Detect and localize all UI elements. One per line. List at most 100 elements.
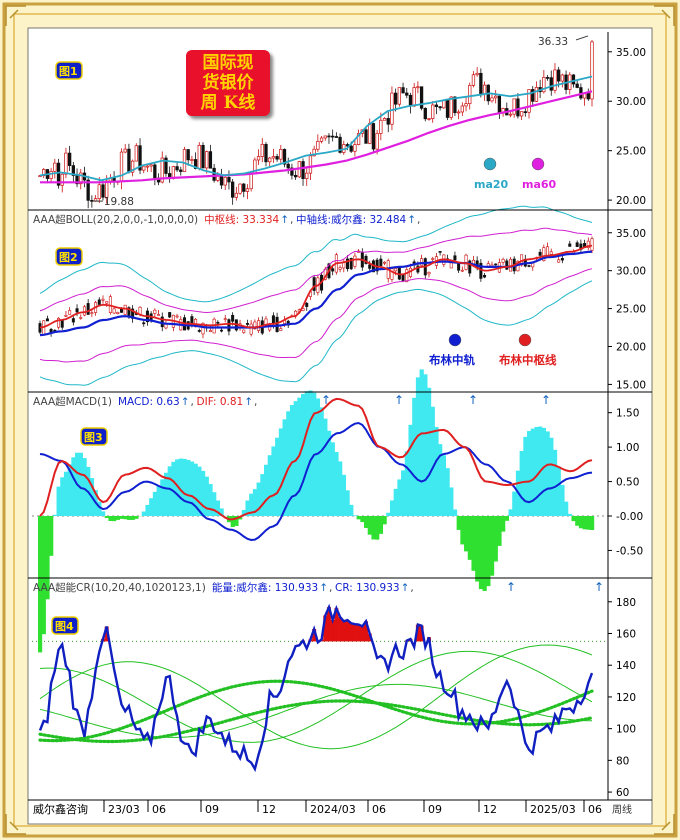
y-tick-label: 80 xyxy=(616,755,629,767)
indicator-value-1: MACD: 0.63 xyxy=(118,396,180,408)
candle-body xyxy=(201,144,205,169)
candle-body xyxy=(227,319,231,332)
macd-histogram-bar xyxy=(456,516,461,530)
candle-body xyxy=(279,149,283,160)
candle-body xyxy=(90,312,94,314)
corner-ornament-icon xyxy=(5,5,675,835)
candle-body xyxy=(86,179,90,201)
candle-body xyxy=(327,135,331,138)
macd-histogram-bar xyxy=(182,458,187,516)
macd-histogram-bar xyxy=(590,516,595,531)
macd-histogram-bar xyxy=(527,431,532,516)
macd-histogram-bar xyxy=(100,511,106,516)
panel-tag-label: 图1 xyxy=(59,65,78,78)
macd-histogram-bar xyxy=(130,516,135,520)
macd-histogram-bar xyxy=(371,516,376,540)
separator: , xyxy=(254,396,257,408)
macd-histogram-bar xyxy=(119,516,124,519)
cr-ma-line xyxy=(39,683,592,738)
panel-tag-badge xyxy=(80,427,108,446)
y-tick-label: 0.50 xyxy=(616,477,639,489)
y-tick-label: -0.50 xyxy=(616,545,643,557)
up-arrow-icon: ↑ xyxy=(280,214,289,226)
candle-body xyxy=(553,69,557,91)
x-tick-label: 23/03 xyxy=(108,803,140,816)
macd-histogram-bar xyxy=(104,516,109,519)
y-tick-label: 100 xyxy=(616,724,636,736)
macd-histogram-bar xyxy=(341,474,346,516)
macd-histogram-bar xyxy=(38,516,43,653)
candle-body xyxy=(38,175,42,178)
macd-histogram-bar xyxy=(275,437,280,516)
min-price-label: 19.88 xyxy=(104,196,134,208)
candle-body xyxy=(453,255,457,261)
x-tick-label: 12 xyxy=(262,803,276,816)
candle-body xyxy=(505,260,509,270)
candle-body xyxy=(190,159,194,161)
candle-body xyxy=(149,164,153,167)
up-arrow-icon: ↑ xyxy=(594,580,604,594)
candle-body xyxy=(531,89,535,102)
candle-body xyxy=(349,145,353,152)
candle-body xyxy=(412,87,416,107)
macd-histogram-bar xyxy=(208,484,213,516)
candle-body xyxy=(60,319,64,328)
macd-histogram-bar xyxy=(271,446,276,516)
candle-body xyxy=(71,318,75,323)
candle-body xyxy=(279,328,283,331)
panel-tag-label: 图2 xyxy=(59,251,78,264)
candle-body xyxy=(67,152,72,166)
macd-histogram-bar xyxy=(386,512,391,516)
panel-title: AAA超能CR(10,20,40,1020123,1) xyxy=(33,581,206,594)
candle-body xyxy=(401,87,405,94)
ma60-line xyxy=(40,90,593,184)
candle-body xyxy=(494,263,498,266)
candle-body xyxy=(468,85,472,104)
candle-body xyxy=(331,268,335,272)
macd-histogram-bar xyxy=(308,390,313,516)
macd-histogram-bar xyxy=(326,430,332,516)
macd-histogram-bar xyxy=(404,451,409,516)
candle-body xyxy=(275,156,279,160)
candle-body xyxy=(275,316,279,333)
candle-body xyxy=(379,258,383,266)
candle-body xyxy=(449,262,453,269)
candle-body xyxy=(390,92,394,125)
candle-body xyxy=(431,104,435,119)
y-tick-label: -0.00 xyxy=(616,511,643,523)
candle-body xyxy=(60,173,64,186)
macd-histogram-bar xyxy=(578,516,584,529)
macd-histogram-bar xyxy=(382,516,387,525)
y-tick-label: 160 xyxy=(616,629,636,641)
candle-body xyxy=(490,97,494,102)
up-arrow-icon: ↑ xyxy=(244,396,253,408)
macd-histogram-bar xyxy=(189,461,195,516)
y-tick-label: 140 xyxy=(616,660,636,672)
up-arrow-icon: ↑ xyxy=(319,582,328,594)
candle-body xyxy=(516,98,520,117)
macd-histogram-bar xyxy=(126,516,132,520)
macd-histogram-bar xyxy=(471,516,476,571)
macd-histogram-bar xyxy=(360,516,365,523)
candle-body xyxy=(101,184,105,198)
candle-body xyxy=(216,321,220,324)
candle-body xyxy=(245,188,250,192)
candle-body xyxy=(271,156,276,159)
macd-histogram-bar xyxy=(434,426,439,516)
candle-body xyxy=(575,242,579,247)
macd-histogram-bar xyxy=(545,431,550,516)
separator: , xyxy=(410,582,413,594)
x-tick-label: 06 xyxy=(588,803,602,816)
candle-body xyxy=(456,111,461,114)
macd-histogram-bar xyxy=(415,377,421,516)
macd-histogram-bar xyxy=(352,515,358,516)
title-badge: 国际现 货银价 周 K线 xyxy=(186,50,270,116)
y-tick-label: 30.00 xyxy=(616,96,646,108)
macd-histogram-bar xyxy=(530,428,535,516)
macd-histogram-bar xyxy=(552,449,558,516)
macd-histogram-bar xyxy=(556,466,561,516)
candle-body xyxy=(445,100,450,118)
macd-histogram-bar xyxy=(549,437,554,516)
candle-body xyxy=(145,165,150,168)
macd-histogram-bar xyxy=(367,516,372,535)
